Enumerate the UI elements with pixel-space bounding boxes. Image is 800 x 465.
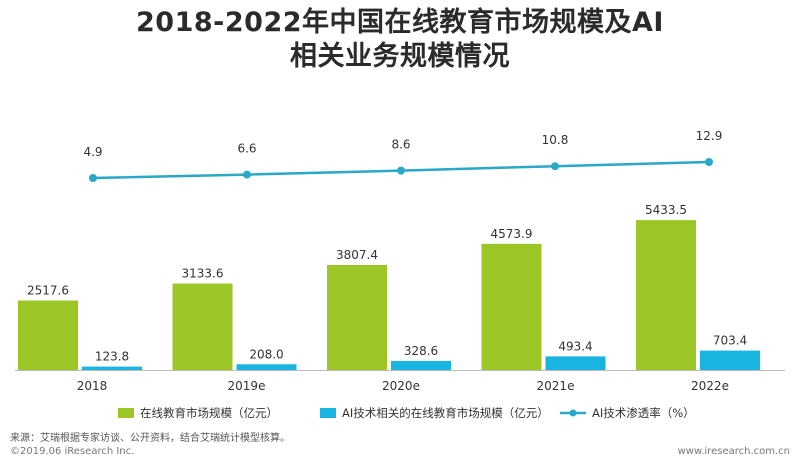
bar-ai-2 [391,360,451,370]
legend-label-1: AI技术相关的在线教育市场规模（亿元） [342,406,549,420]
bar-ai-3 [545,356,606,370]
penetration-point-2 [397,166,405,175]
source-note: 来源：艾瑞根据专家访谈、公开资料，结合艾瑞统计模型核算。 [10,433,290,444]
bar-market-4 [636,220,696,370]
x-tick-label-3: 2021e [537,379,575,393]
x-tick-label-2: 2020e [382,379,420,393]
data-label-ai-4: 703.4 [713,334,747,348]
penetration-label-1: 6.6 [237,142,256,156]
bar-ai-4 [700,350,760,370]
penetration-label-0: 4.9 [83,145,102,159]
legend-swatch-0 [118,408,134,418]
data-label-ai-1: 208.0 [249,347,283,361]
legend-label-2: AI技术渗透率（%） [592,406,695,420]
legend-marker-2 [569,409,577,417]
data-label-ai-2: 328.6 [404,344,438,358]
legend-swatch-1 [320,408,336,418]
data-label-ai-0: 123.8 [95,350,129,364]
x-tick-label-4: 2022e [691,379,729,393]
penetration-label-2: 8.6 [391,138,410,152]
bar-ai-0 [82,366,142,370]
x-tick-label-0: 2018 [77,379,108,393]
data-label-market-4: 5433.5 [645,203,687,217]
data-label-ai-3: 493.4 [558,339,592,353]
data-label-market-1: 3133.6 [182,267,224,281]
bar-market-3 [481,243,542,370]
data-label-market-2: 3807.4 [336,248,378,262]
penetration-point-3 [551,162,559,171]
data-label-market-3: 4573.9 [491,227,533,241]
data-label-market-0: 2517.6 [27,284,69,298]
bar-market-2 [327,264,387,370]
penetration-point-4 [705,158,713,166]
bar-ai-1 [236,364,297,370]
copyright: ©2019.06 iResearch Inc. [10,446,135,457]
legend-label-0: 在线教育市场规模（亿元） [140,406,278,420]
bar-market-1 [172,283,233,370]
penetration-label-4: 12.9 [696,129,723,143]
penetration-point-0 [89,174,97,182]
chart-title-line2: 相关业务规模情况 [290,41,510,72]
chart-title: 2018-2022年中国在线教育市场规模及AI 相关业务规模情况 [0,6,800,74]
penetration-label-3: 10.8 [542,133,569,147]
x-tick-label-1: 2019e [228,379,266,393]
chart-title-line1: 2018-2022年中国在线教育市场规模及AI [136,7,664,38]
penetration-point-1 [243,170,251,179]
website-url: www.iresearch.com.cn [677,446,790,457]
bar-market-0 [18,300,78,370]
